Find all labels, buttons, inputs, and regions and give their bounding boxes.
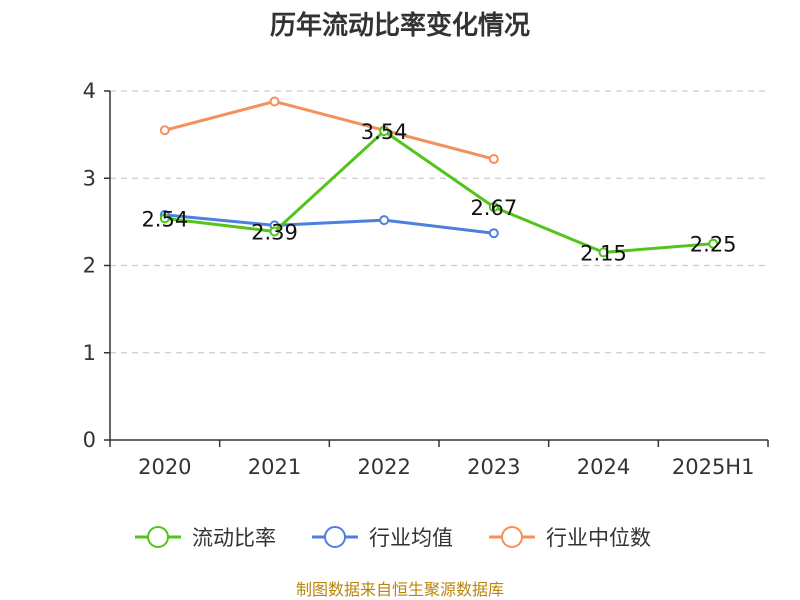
data-label-4: 2.15 xyxy=(580,241,627,265)
data-point-1-2 xyxy=(379,215,390,226)
data-label-5: 2.25 xyxy=(690,233,737,257)
series-group xyxy=(159,96,719,258)
data-point-2-0 xyxy=(159,125,170,136)
data-label-2: 3.54 xyxy=(361,120,408,144)
data-point-2-1 xyxy=(269,96,280,107)
data-label-1: 2.39 xyxy=(251,220,298,244)
x-tick-label-2023: 2023 xyxy=(467,455,520,479)
legend-marker-1 xyxy=(324,526,346,548)
data-point-2-3 xyxy=(488,154,499,165)
y-tick-label-3: 3 xyxy=(83,166,96,190)
chart-title: 历年流动比率变化情况 xyxy=(270,10,530,41)
x-tick-label-2020: 2020 xyxy=(138,455,191,479)
grid-lines xyxy=(110,90,768,354)
x-tick-label-2022: 2022 xyxy=(357,455,410,479)
y-tick-label-2: 2 xyxy=(83,254,96,278)
series-line-0 xyxy=(164,129,714,254)
source-note: 制图数据来自恒生聚源数据库 xyxy=(296,580,504,599)
series-line-2 xyxy=(164,99,495,161)
data-label-3: 2.67 xyxy=(470,196,517,220)
data-point-0-3 xyxy=(488,202,499,213)
legend-label-0: 流动比率 xyxy=(192,526,276,550)
legend-label-1: 行业均值 xyxy=(369,526,453,550)
y-tick-label-0: 0 xyxy=(83,428,96,452)
data-point-1-3 xyxy=(488,228,499,239)
data-point-0-5 xyxy=(708,238,719,249)
legend-marker-2 xyxy=(501,526,523,548)
data-point-0-0 xyxy=(159,213,170,224)
axes: 0 1 2 3 4 2020 2021 2022 2023 2024 2025H1 xyxy=(83,79,769,479)
y-tick-label-4: 4 xyxy=(83,79,96,103)
data-labels: 2.54 2.39 3.54 2.67 2.15 2.25 xyxy=(141,120,736,265)
data-point-0-4 xyxy=(598,247,609,258)
x-tick-label-2025H1: 2025H1 xyxy=(672,455,755,479)
legend-label-2: 行业中位数 xyxy=(546,526,651,550)
series-line-1 xyxy=(164,213,495,235)
data-label-0: 2.54 xyxy=(141,207,188,231)
x-tick-label-2024: 2024 xyxy=(577,455,630,479)
data-point-0-2 xyxy=(379,126,390,137)
legend: 流动比率 行业均值 行业中位数 xyxy=(135,526,651,550)
legend-marker-0 xyxy=(147,526,169,548)
x-tick-label-2021: 2021 xyxy=(248,455,301,479)
y-tick-label-1: 1 xyxy=(83,341,96,365)
data-point-0-1 xyxy=(269,226,280,237)
